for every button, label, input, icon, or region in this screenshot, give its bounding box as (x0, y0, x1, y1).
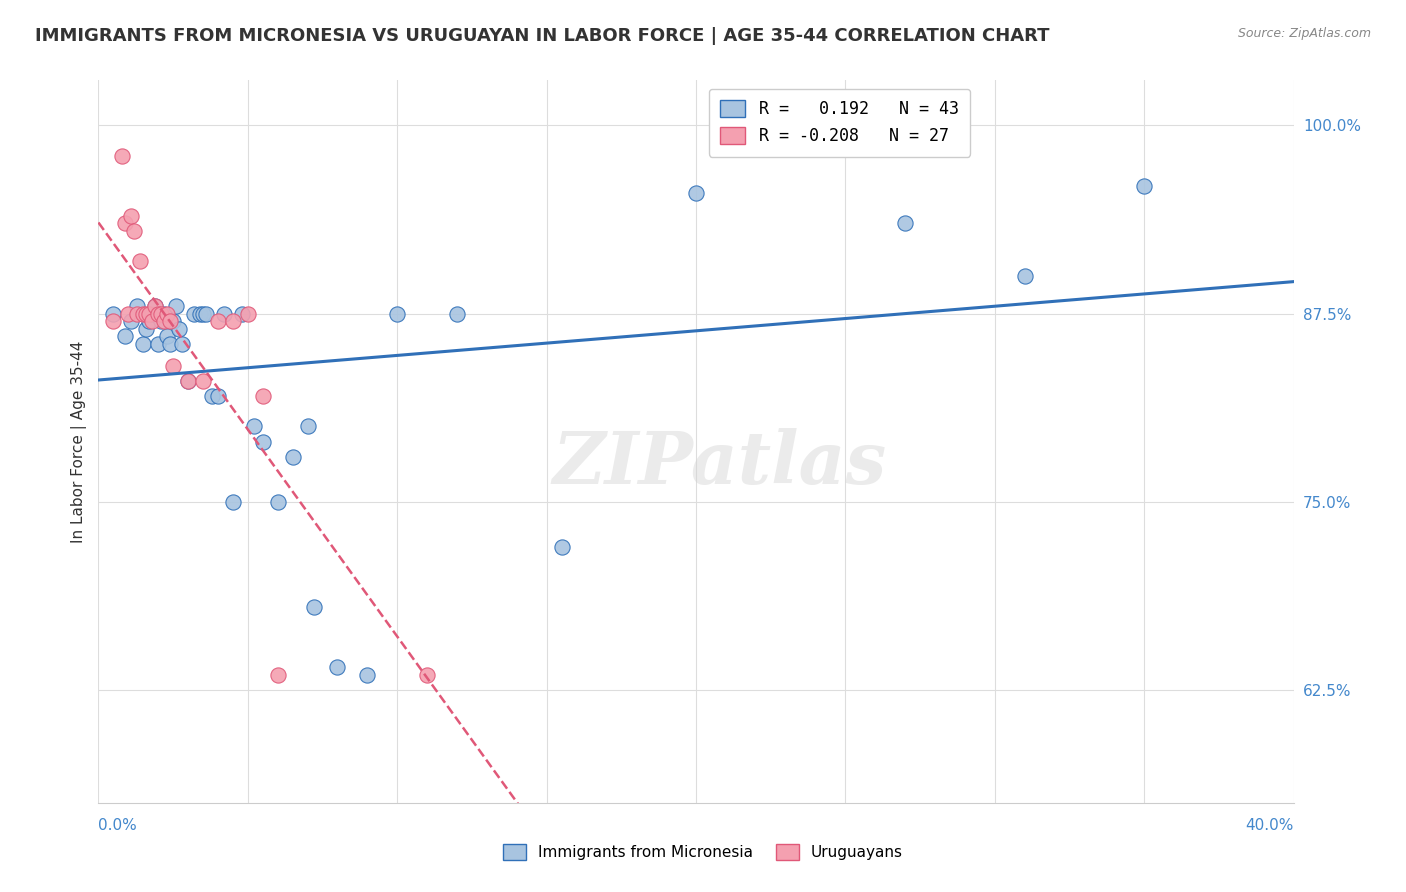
Legend: R =   0.192   N = 43, R = -0.208   N = 27: R = 0.192 N = 43, R = -0.208 N = 27 (709, 88, 970, 157)
Point (162, 359, 184, 374)
Point (143, 299, 166, 313)
Point (141, 307, 163, 321)
Point (172, 336, 194, 351)
Y-axis label: In Labor Force | Age 35-44: In Labor Force | Age 35-44 (72, 341, 87, 542)
Point (148, 307, 170, 321)
Point (143, 299, 166, 313)
Point (114, 216, 136, 230)
Point (191, 375, 214, 389)
Point (894, 216, 917, 230)
Point (243, 419, 266, 434)
Point (153, 314, 176, 328)
Point (138, 314, 160, 328)
Point (385, 307, 409, 321)
Text: IMMIGRANTS FROM MICRONESIA VS URUGUAYAN IN LABOR FORCE | AGE 35-44 CORRELATION C: IMMIGRANTS FROM MICRONESIA VS URUGUAYAN … (35, 27, 1050, 45)
Point (127, 299, 149, 313)
Point (207, 389, 229, 403)
Point (159, 314, 181, 328)
Point (138, 307, 160, 321)
Point (103, 314, 125, 328)
Legend: Immigrants from Micronesia, Uruguayans: Immigrants from Micronesia, Uruguayans (496, 838, 910, 866)
Point (231, 307, 253, 321)
Point (135, 307, 157, 321)
Point (148, 336, 170, 351)
Point (183, 307, 205, 321)
Point (127, 307, 149, 321)
Point (252, 434, 274, 449)
Point (685, 186, 707, 201)
Point (165, 299, 187, 313)
Point (111, 148, 134, 162)
Point (267, 495, 290, 509)
Point (135, 321, 157, 335)
Point (212, 307, 235, 321)
Point (120, 314, 142, 328)
Point (150, 307, 173, 321)
Point (132, 336, 155, 351)
Point (141, 314, 163, 328)
Point (252, 389, 274, 403)
Point (132, 307, 155, 321)
Point (446, 307, 468, 321)
Point (416, 668, 439, 682)
Point (150, 314, 173, 328)
Point (222, 314, 245, 328)
Point (281, 450, 304, 464)
Point (297, 419, 319, 434)
Point (1014, 268, 1036, 283)
Point (114, 329, 136, 343)
Point (103, 307, 125, 321)
Point (195, 307, 218, 321)
Point (201, 389, 224, 403)
Point (167, 321, 190, 335)
Point (191, 307, 214, 321)
Point (129, 254, 152, 268)
Point (326, 660, 349, 674)
Point (188, 307, 211, 321)
Point (1133, 178, 1156, 193)
Point (124, 224, 146, 238)
Point (177, 375, 200, 389)
Point (153, 307, 176, 321)
Point (550, 540, 572, 554)
Text: 40.0%: 40.0% (1246, 818, 1294, 833)
Point (159, 336, 181, 351)
Point (156, 307, 179, 321)
Point (222, 495, 245, 509)
Point (120, 209, 142, 223)
Point (177, 375, 200, 389)
Text: ZIPatlas: ZIPatlas (553, 428, 887, 499)
Text: 0.0%: 0.0% (98, 818, 138, 833)
Point (302, 600, 325, 615)
Point (162, 314, 184, 328)
Point (207, 314, 229, 328)
Point (267, 668, 290, 682)
Text: Source: ZipAtlas.com: Source: ZipAtlas.com (1237, 27, 1371, 40)
Point (156, 329, 179, 343)
Point (236, 307, 259, 321)
Point (356, 668, 378, 682)
Point (117, 307, 139, 321)
